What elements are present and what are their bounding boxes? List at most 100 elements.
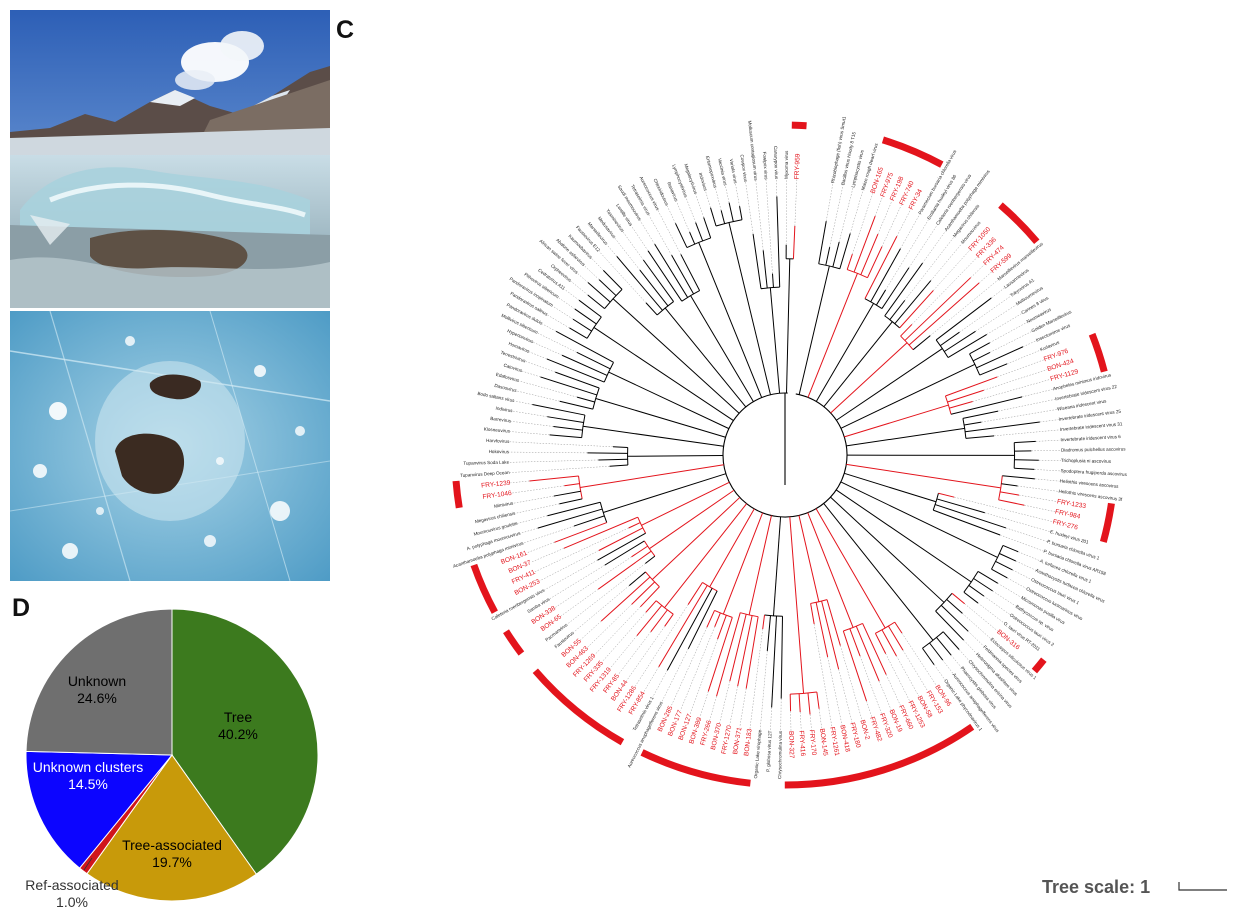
tree-highlight-arc [1099,502,1115,543]
tree-leaf-guide [537,332,577,353]
tree-leaf-branch [572,318,592,332]
tree-leaf-branch [1001,483,1018,487]
tree-leaf-branch [737,615,753,687]
tree-leaf-branch [689,231,696,245]
panel-letter-c: C [336,16,355,44]
tree-leaf-guide [983,369,1048,391]
tree-leaf-branch [870,248,901,302]
tree-leaf-guide [1021,389,1054,398]
tree-internal-branch [579,464,724,488]
tree-leaf-guide [997,359,1045,378]
tree-leaf-guide [852,193,874,255]
tree-leaf-guide [739,688,747,728]
tree-leaf-guide [1012,569,1032,580]
tree-leaf-branch [597,532,646,561]
tree-leaf-branch [950,396,1023,415]
tree-leaf-guide [885,653,911,702]
tree-leaf-guide [643,666,659,693]
tree-leaf-guide [680,626,715,711]
tree-leaf-branch [884,262,923,317]
tree-leaf-guide [609,635,638,669]
tree-leaf-branch [972,351,991,362]
tree-internal-branch [627,454,724,457]
tree-leaf-guide [896,209,911,237]
tree-leaf-branch [887,625,904,651]
tree-leaf-guide [729,686,738,726]
tree-leaf-label: Bodo saltans virus [477,391,515,403]
tree-leaf-guide [809,714,812,730]
tree-leaf-guide [509,441,614,448]
tree-highlight-arc [881,136,944,168]
tree-scale-label: Tree scale: 1 [1042,877,1151,897]
tree-leaf-label: Barrevirus [490,416,512,424]
tree-leaf-guide [516,390,560,402]
tree-leaf-label: Hokovirus [489,449,510,454]
pie-value-unknown-clusters: 14.5% [68,776,108,792]
tree-leaf-label-highlight: FRY-1233 [1056,498,1086,510]
tree-leaf-guide [959,295,1011,333]
tree-internal-branch [772,516,782,616]
tree-leaf-branch [680,254,701,291]
tree-leaf-branch [976,346,1024,369]
tree-internal-branch [651,497,741,580]
tree-root-arc [722,392,848,518]
tree-leaf-branch [603,270,623,290]
tree-leaf-branch [597,550,652,590]
tree-leaf-guide [794,179,798,227]
tree-highlight-arc [532,668,625,746]
tree-leaf-branch [947,389,984,403]
tree-leaf-branch [559,400,593,410]
tree-leaf-branch [559,498,583,505]
tree-internal-branch [595,397,726,438]
tree-leaf-branch [922,647,935,666]
tree-leaf-guide [881,204,902,247]
tree-leaf-guide [511,421,554,427]
tree-leaf-branch [965,435,995,439]
tree-leaf-branch [862,623,887,675]
tree-leaf-guide [525,361,556,373]
tree-leaf-guide [911,256,978,325]
tree-leaf-label-highlight: BON-371 [732,726,743,755]
tree-leaf-label-highlight: BON-418 [838,724,851,753]
tree-highlight-arc [1088,332,1108,373]
tree-leaf-branch [647,250,683,302]
tree-internal-branch [815,303,875,402]
tree-leaf-guide [657,209,682,255]
tree-leaf-branch [553,425,583,431]
tree-leaf-branch [549,434,582,439]
tree-leaf-guide [755,180,764,251]
tree-leaf-label: Spodoptera frugiperda ascovirus [1060,468,1127,477]
tree-internal-branch [709,508,755,588]
tree-internal-branch [815,508,886,629]
tree-leaf-branch [628,571,646,586]
tree-internal-branch [823,503,934,641]
tree-internal-branch [608,371,730,430]
tree-leaf-branch [714,612,721,628]
tree-leaf-guide [528,351,547,360]
tree-leaf-guide [685,197,696,223]
tree-leaf-label: Organic Lake virophage [753,729,762,778]
tree-leaf-branch [810,603,815,625]
tree-internal-branch [649,489,735,550]
tree-leaf-guide [519,380,578,398]
tree-highlight-arc [470,563,498,614]
tree-leaf-branch [631,545,648,558]
tree-leaf-guide [534,527,629,572]
tree-leaf-guide [542,323,557,332]
tree-leaf-branch [969,342,991,355]
tree-leaf-guide [770,707,772,731]
tree-leaf-guide [570,280,588,296]
tree-leaf-branch [964,421,982,426]
tree-leaf-guide [514,400,533,405]
tree-leaf-branch [853,215,876,273]
tree-leaf-branch [645,600,657,613]
tree-leaf-guide [992,590,1017,607]
tree-leaf-guide [626,626,665,682]
tree-leaf-guide [813,623,833,728]
tree-leaf-guide [972,379,1051,402]
tree-leaf-guide [526,542,555,554]
tree-leaf-branch [645,555,656,564]
tree-leaf-label: Klosneuvirus [484,427,511,434]
tree-leaf-branch [935,297,992,341]
